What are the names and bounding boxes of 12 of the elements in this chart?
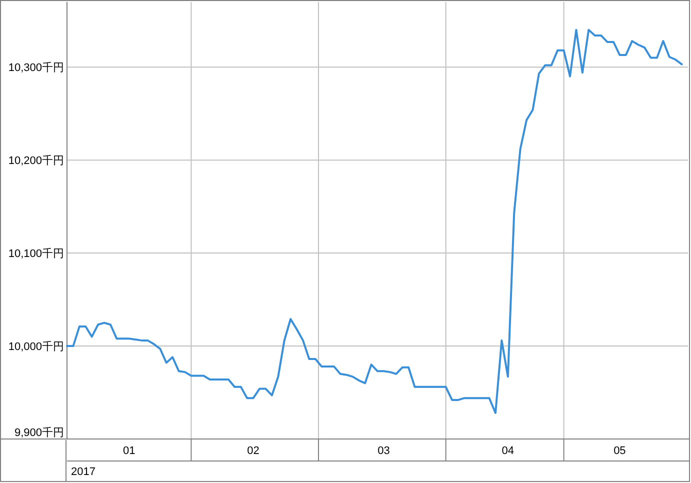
y-tick-label: 10,300千円 — [8, 61, 64, 74]
y-tick-label: 10,200千円 — [8, 154, 64, 168]
y-tick-label: 10,100千円 — [8, 247, 64, 260]
x-axis-title: 2017 — [71, 466, 96, 478]
y-tick-label: 9,900千円 — [14, 426, 64, 439]
x-tick-label: 04 — [502, 445, 514, 457]
x-tick-label: 01 — [122, 445, 136, 457]
x-tick-label: 03 — [378, 445, 390, 457]
x-tick-label: 05 — [614, 445, 626, 457]
line-series — [66, 28, 683, 414]
y-tick-label: 10,000千円 — [8, 340, 64, 354]
x-tick-label: 02 — [247, 445, 260, 457]
